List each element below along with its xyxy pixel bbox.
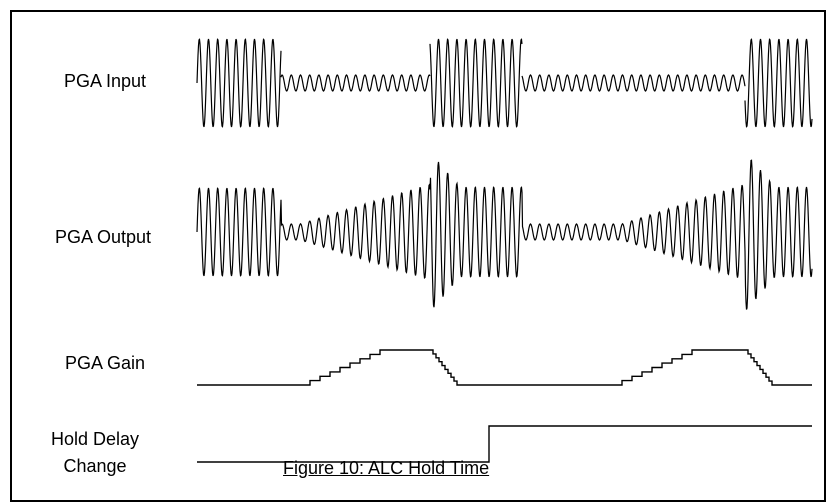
figure-caption: Figure 10: ALC Hold Time (283, 458, 490, 478)
label-pga-input: PGA Input (63, 71, 147, 91)
label-hold-delay-line2: Change (63, 456, 127, 476)
pga-gain-staircase (197, 349, 812, 386)
label-hold-delay-line1: Hold Delay (50, 429, 140, 449)
pga-output-waveform (196, 159, 813, 310)
label-pga-gain: PGA Gain (64, 353, 146, 373)
pga-input-waveform (196, 38, 813, 128)
label-pga-output: PGA Output (54, 227, 152, 247)
hold-delay-signal (197, 425, 812, 463)
